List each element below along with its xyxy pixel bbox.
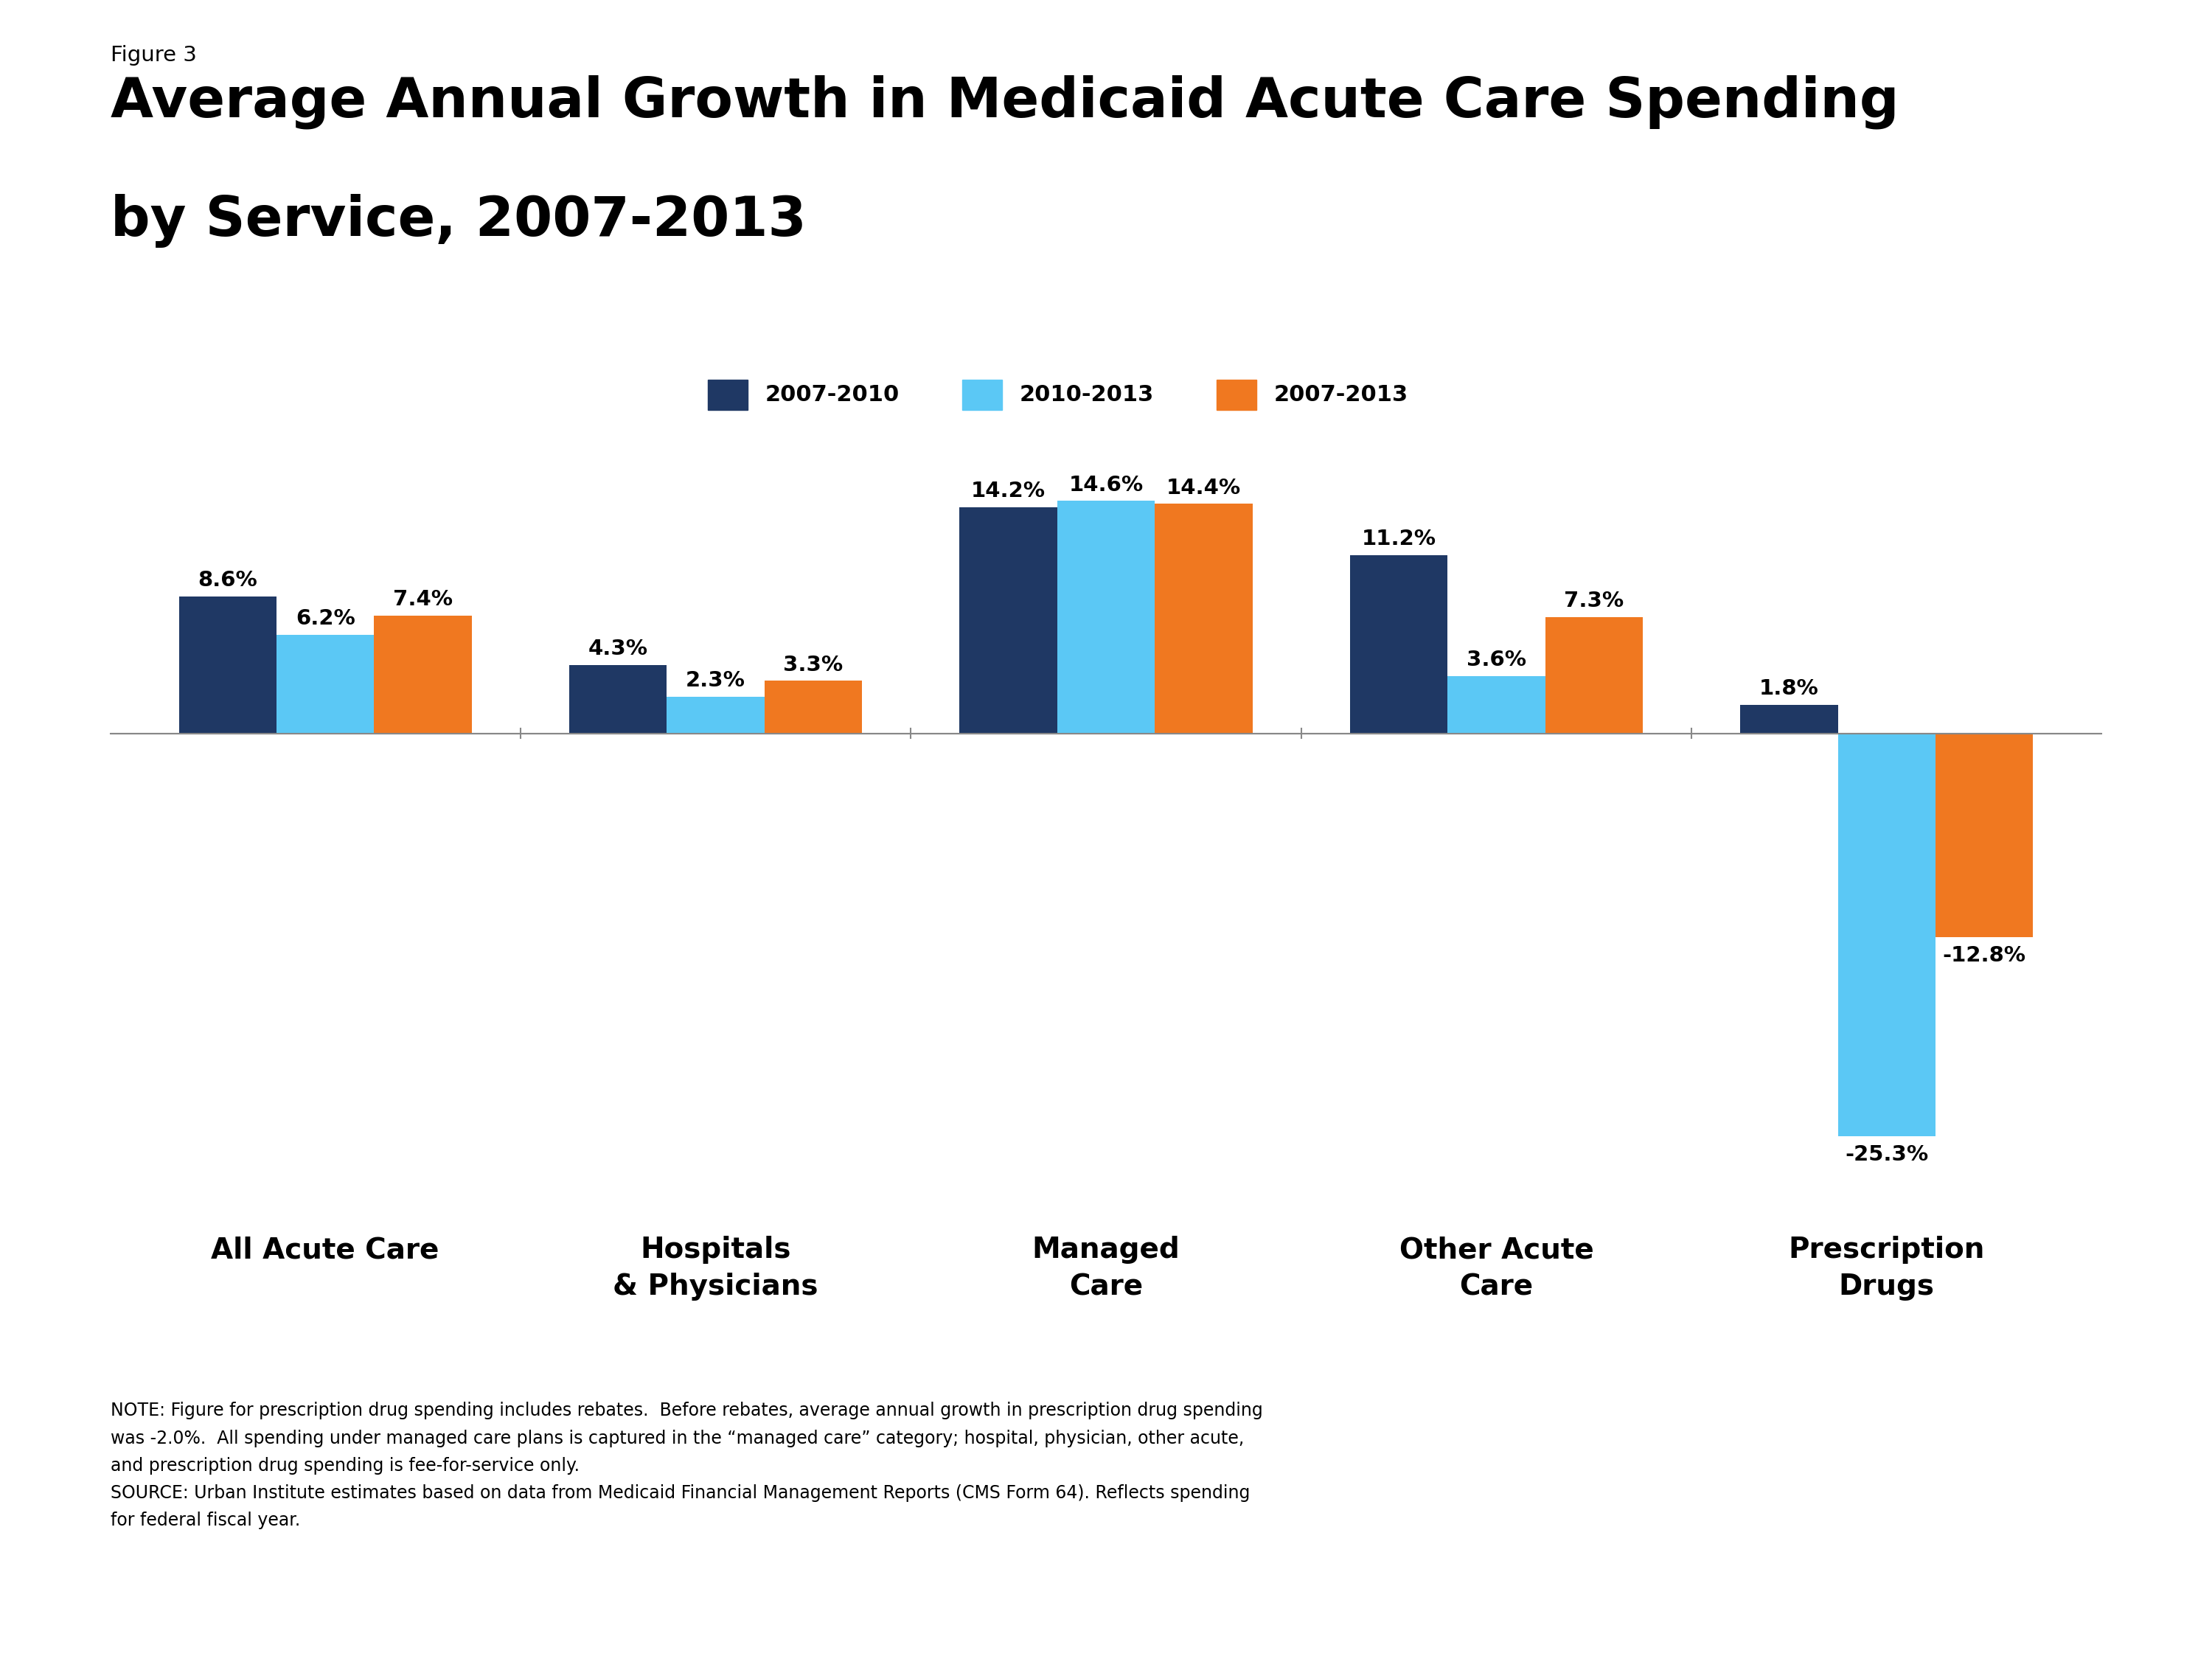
Text: 14.6%: 14.6% <box>1068 474 1144 494</box>
Text: 2.3%: 2.3% <box>686 670 745 692</box>
Bar <box>1935 733 2033 937</box>
Text: 1.8%: 1.8% <box>1759 679 1818 698</box>
Bar <box>666 697 765 733</box>
Text: THE HENRY J.: THE HENRY J. <box>1995 1443 2062 1453</box>
Text: 3.3%: 3.3% <box>783 655 843 675</box>
Text: FAMILY: FAMILY <box>1986 1525 2070 1546</box>
Text: 3.6%: 3.6% <box>1467 650 1526 670</box>
Text: 11.2%: 11.2% <box>1363 529 1436 549</box>
Text: 8.6%: 8.6% <box>197 571 257 591</box>
Text: 4.3%: 4.3% <box>588 639 648 659</box>
Text: by Service, 2007-2013: by Service, 2007-2013 <box>111 194 807 247</box>
Text: NOTE: Figure for prescription drug spending includes rebates.  Before rebates, a: NOTE: Figure for prescription drug spend… <box>111 1402 1263 1530</box>
Text: Other Acute
Care: Other Acute Care <box>1400 1236 1593 1301</box>
Text: All Acute Care: All Acute Care <box>210 1236 440 1264</box>
Text: Hospitals
& Physicians: Hospitals & Physicians <box>613 1236 818 1301</box>
Bar <box>374 615 471 733</box>
Text: 2007-2013: 2007-2013 <box>1274 385 1409 405</box>
Bar <box>1217 380 1256 410</box>
Bar <box>568 665 666 733</box>
Text: 6.2%: 6.2% <box>296 609 356 629</box>
Text: 14.4%: 14.4% <box>1166 478 1241 498</box>
Text: KAISER: KAISER <box>1984 1488 2073 1508</box>
Text: 14.2%: 14.2% <box>971 481 1046 501</box>
Bar <box>276 634 374 733</box>
Bar <box>179 596 276 733</box>
Bar <box>1838 733 1935 1136</box>
Bar <box>960 508 1057 733</box>
Bar <box>1741 705 1838 733</box>
Bar <box>1546 617 1644 733</box>
Bar <box>1057 501 1155 733</box>
Text: -12.8%: -12.8% <box>1942 946 2026 966</box>
Text: Managed
Care: Managed Care <box>1033 1236 1179 1301</box>
Text: 2010-2013: 2010-2013 <box>1020 385 1155 405</box>
Text: 7.4%: 7.4% <box>394 589 453 611</box>
Text: Average Annual Growth in Medicaid Acute Care Spending: Average Annual Growth in Medicaid Acute … <box>111 75 1898 129</box>
Text: 2007-2010: 2007-2010 <box>765 385 900 405</box>
Bar <box>1155 504 1252 733</box>
Text: Prescription
Drugs: Prescription Drugs <box>1790 1236 1984 1301</box>
Text: Figure 3: Figure 3 <box>111 45 197 65</box>
Text: -25.3%: -25.3% <box>1845 1145 1929 1165</box>
Bar <box>1447 675 1546 733</box>
Bar <box>765 680 863 733</box>
Bar <box>708 380 748 410</box>
Bar <box>1349 554 1447 733</box>
Bar <box>962 380 1002 410</box>
Text: 7.3%: 7.3% <box>1564 591 1624 612</box>
Text: FOUNDATION: FOUNDATION <box>1995 1584 2062 1594</box>
